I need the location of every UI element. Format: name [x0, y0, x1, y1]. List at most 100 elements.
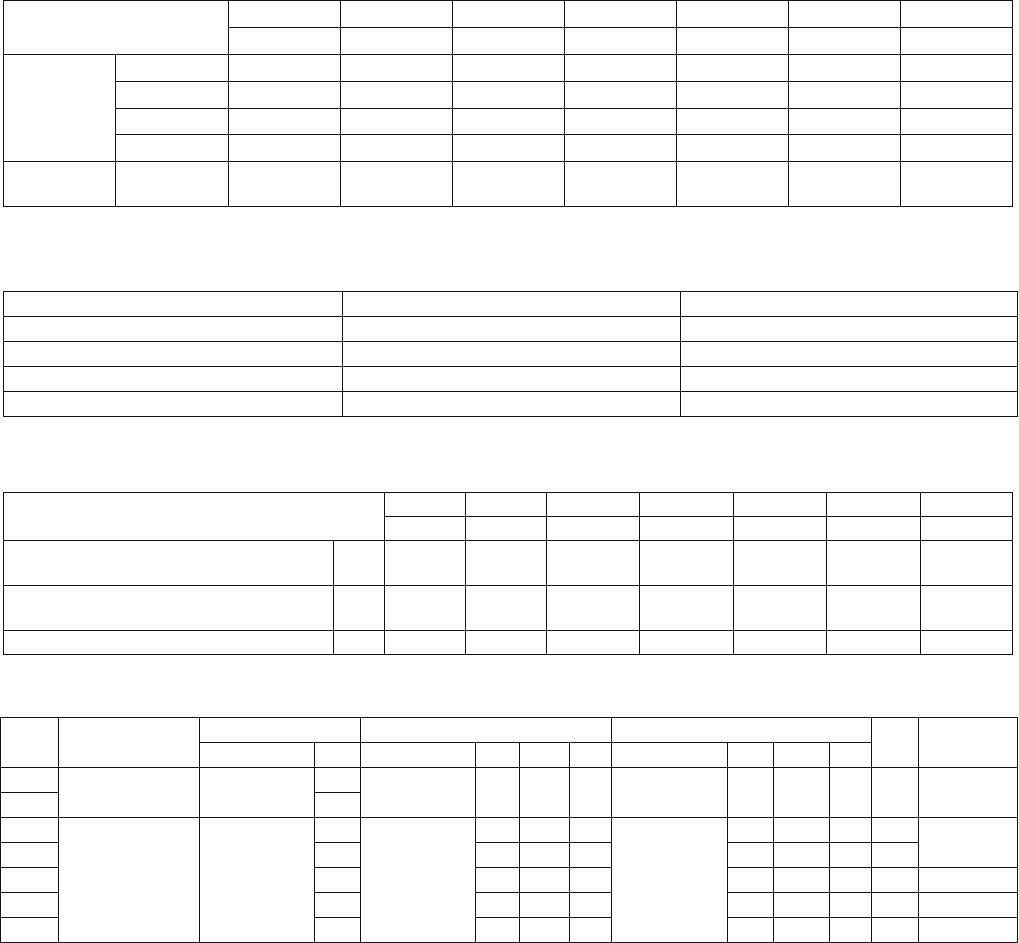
table-cell [871, 892, 919, 918]
table-cell [465, 492, 547, 517]
table-cell [199, 717, 361, 743]
table-cell [727, 767, 774, 818]
table-cell [519, 817, 570, 843]
table-cell [733, 585, 827, 631]
table-cell [0, 842, 59, 868]
table-cell [228, 54, 341, 82]
table-cell [871, 842, 919, 868]
table-cell [788, 27, 901, 55]
table-cell [829, 867, 872, 893]
table-cell [826, 540, 921, 586]
table-cell [773, 892, 830, 918]
table-cell [733, 492, 827, 517]
table-cell [727, 742, 774, 768]
table-cell [475, 917, 520, 943]
table-cell [340, 27, 453, 55]
table-cell [788, 134, 901, 162]
table-cell [342, 366, 681, 392]
table-3 [3, 492, 1013, 655]
table-cell [727, 817, 774, 843]
table-cell [465, 516, 547, 541]
table-cell [569, 867, 612, 893]
table-cell [199, 817, 315, 943]
table-cell [58, 817, 200, 943]
table-cell [773, 842, 830, 868]
table-cell [569, 742, 612, 768]
table-cell [340, 108, 453, 135]
table-cell [918, 767, 1018, 818]
table-cell [475, 867, 520, 893]
header-cell [3, 0, 229, 55]
table-cell [569, 842, 612, 868]
table-cell [773, 767, 830, 818]
table-cell [680, 341, 1018, 367]
table-cell [676, 27, 789, 55]
table-cell [918, 917, 1018, 943]
table-cell [920, 585, 1013, 631]
table-cell [333, 630, 385, 655]
table-cell [3, 316, 343, 342]
table-cell [519, 867, 570, 893]
table-cell [918, 892, 1018, 918]
table-cell [920, 540, 1013, 586]
table-cell [680, 316, 1018, 342]
table-cell [342, 391, 681, 417]
table-cell [564, 108, 677, 135]
table-cell [115, 134, 229, 162]
table-cell [465, 630, 547, 655]
table-cell [384, 492, 466, 517]
table-cell [788, 161, 901, 207]
table-cell [676, 134, 789, 162]
table-cell [564, 54, 677, 82]
table-cell [639, 540, 734, 586]
table-cell [0, 892, 59, 918]
table-cell [727, 842, 774, 868]
table-cell [0, 867, 59, 893]
table-cell [546, 540, 640, 586]
table-cell [314, 892, 361, 918]
table-cell [340, 161, 453, 207]
table-cell [829, 817, 872, 843]
table-cell [452, 134, 565, 162]
table-cell [3, 585, 334, 631]
table-cell [773, 917, 830, 943]
table-cell [639, 585, 734, 631]
table-cell [0, 917, 59, 943]
table-cell [900, 54, 1013, 82]
table-cell [475, 767, 520, 818]
table-cell [826, 630, 921, 655]
table-cell [0, 817, 59, 843]
table-cell [340, 81, 453, 109]
table-cell [384, 540, 466, 586]
table-cell [228, 27, 341, 55]
table-cell [452, 81, 565, 109]
table-cell [829, 917, 872, 943]
table-cell [639, 516, 734, 541]
table-cell [3, 291, 343, 317]
table-cell [3, 341, 343, 367]
table-cell [228, 81, 341, 109]
table-cell [788, 54, 901, 82]
table-cell [564, 134, 677, 162]
table-cell [115, 81, 229, 109]
table-cell [360, 717, 612, 743]
table-cell [0, 792, 59, 818]
table-cell [115, 161, 229, 207]
table-cell [727, 892, 774, 918]
table-cell [788, 0, 901, 28]
table-cell [680, 391, 1018, 417]
table-cell [680, 366, 1018, 392]
table-cell [340, 134, 453, 162]
table-cell [564, 0, 677, 28]
table-cell [546, 585, 640, 631]
table-cell [900, 0, 1013, 28]
table-cell [342, 316, 681, 342]
table-cell [788, 108, 901, 135]
table-cell [360, 817, 476, 943]
table-cell [115, 108, 229, 135]
table-cell [384, 585, 466, 631]
table-cell [465, 540, 547, 586]
table-cell [452, 108, 565, 135]
table-cell [920, 516, 1013, 541]
table-cell [228, 0, 341, 28]
